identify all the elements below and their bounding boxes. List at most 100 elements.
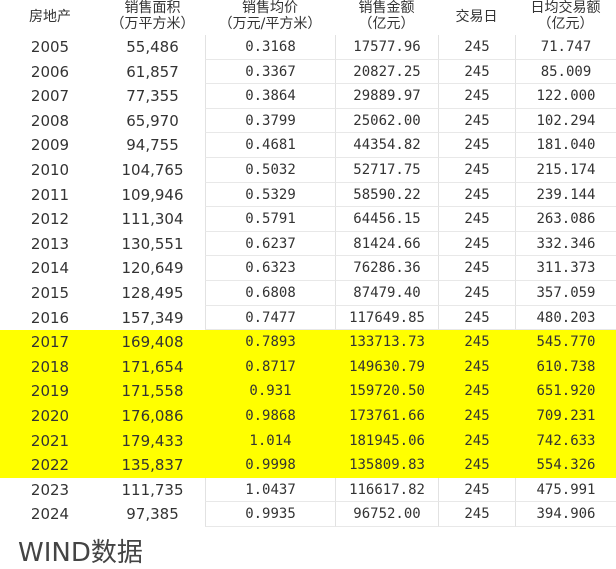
cell-sales-amount: 58590.22 [335, 182, 438, 208]
cell-trading-days: 245 [438, 207, 515, 232]
cell-avg-price: 0.5032 [205, 157, 335, 183]
cell-trading-days: 245 [464, 432, 490, 449]
cell-sales-amount: 149630.79 [349, 358, 425, 375]
cell-sales-area: 111,735 [121, 480, 184, 499]
cell-trading-days: 245 [438, 84, 515, 109]
cell-daily-amount: 85.009 [515, 59, 616, 85]
cell-sales-amount: 76286.36 [335, 256, 438, 281]
table-row: 2024 97,385 0.9935 96752.00 245 394.906 [0, 502, 616, 527]
cell-year: 2007 [30, 87, 70, 106]
cell-avg-price: 0.3367 [205, 59, 335, 85]
cell-avg-price: 1.014 [249, 432, 292, 449]
cell-year: 2010 [30, 160, 70, 179]
header-sales-area: 销售面积 （万平方米） [110, 0, 195, 32]
cell-sales-area: 109,946 [121, 185, 184, 204]
cell-sales-area: 120,649 [121, 259, 184, 278]
table-row: 2023 111,735 1.0437 116617.82 245 475.991 [0, 477, 616, 503]
cell-year: 2019 [30, 382, 70, 401]
cell-sales-area: 169,408 [121, 333, 184, 352]
cell-year: 2016 [30, 308, 70, 327]
cell-trading-days: 245 [464, 334, 490, 351]
cell-avg-price: 0.9998 [245, 457, 296, 474]
source-note: WIND数据 [18, 538, 143, 568]
cell-sales-area: 55,486 [126, 38, 179, 56]
cell-daily-amount: 709.231 [536, 407, 596, 424]
cell-avg-price: 1.0437 [205, 477, 335, 503]
cell-year: 2013 [30, 234, 70, 253]
cell-daily-amount: 239.144 [515, 182, 616, 208]
cell-trading-days: 245 [438, 305, 515, 331]
cell-daily-amount: 651.920 [536, 383, 596, 400]
cell-daily-amount: 742.633 [536, 432, 596, 449]
cell-sales-area: 176,086 [121, 406, 184, 425]
cell-year: 2012 [30, 210, 70, 229]
cell-sales-area: 97,385 [126, 505, 179, 524]
cell-trading-days: 245 [438, 502, 515, 527]
cell-trading-days: 245 [438, 182, 515, 208]
cell-sales-area: 104,765 [121, 160, 184, 179]
cell-daily-amount: 610.738 [536, 358, 596, 375]
table-row: 2009 94,755 0.4681 44354.82 245 181.040 [0, 133, 616, 158]
table-row: 2012 111,304 0.5791 64456.15 245 263.086 [0, 207, 616, 232]
cell-avg-price: 0.5791 [205, 207, 335, 232]
cell-avg-price: 0.3799 [205, 108, 335, 134]
table-row: 2020 176,086 0.9868 173761.66 245 709.231 [0, 403, 616, 429]
cell-daily-amount: 475.991 [515, 477, 616, 503]
header-sales-amount: 销售金额 （亿元） [358, 0, 415, 32]
cell-daily-amount: 554.326 [536, 457, 596, 474]
cell-avg-price: 0.3168 [205, 35, 335, 60]
table-row: 2013 130,551 0.6237 81424.66 245 332.346 [0, 231, 616, 257]
table-row: 2016 157,349 0.7477 117649.85 245 480.203 [0, 305, 616, 331]
cell-sales-area: 111,304 [121, 210, 184, 229]
cell-sales-amount: 17577.96 [335, 35, 438, 60]
cell-trading-days: 245 [438, 280, 515, 306]
cell-sales-area: 157,349 [121, 308, 184, 327]
cell-sales-amount: 135809.83 [349, 457, 425, 474]
cell-year: 2022 [30, 456, 70, 475]
table-row: 2019 171,558 0.931 159720.50 245 651.920 [0, 379, 616, 404]
cell-trading-days: 245 [464, 358, 490, 375]
cell-avg-price: 0.7477 [205, 305, 335, 331]
table-row: 2018 171,654 0.8717 149630.79 245 610.738 [0, 354, 616, 380]
cell-sales-amount: 181945.06 [349, 432, 425, 449]
header-daily-amount: 日均交易额 （亿元） [530, 0, 601, 32]
cell-trading-days: 245 [438, 477, 515, 503]
cell-daily-amount: 263.086 [515, 207, 616, 232]
cell-year: 2024 [30, 505, 70, 524]
table-row: 2010 104,765 0.5032 52717.75 245 215.174 [0, 157, 616, 183]
cell-year: 2008 [30, 111, 70, 130]
cell-avg-price: 0.6808 [205, 280, 335, 306]
table-row: 2007 77,355 0.3864 29889.97 245 122.000 [0, 84, 616, 109]
cell-daily-amount: 357.059 [515, 280, 616, 306]
cell-daily-amount: 122.000 [515, 84, 616, 109]
cell-avg-price: 0.9868 [245, 407, 296, 424]
cell-sales-area: 128,495 [121, 283, 184, 302]
cell-daily-amount: 480.203 [515, 305, 616, 331]
table-row: 2021 179,433 1.014 181945.06 245 742.633 [0, 428, 616, 454]
table-header: 房地产 销售面积 （万平方米） 销售均价 （万元/平方米） 销售金额 （亿元） 交易日 日… [0, 0, 616, 35]
cell-avg-price: 0.3864 [205, 84, 335, 109]
cell-daily-amount: 545.770 [536, 334, 596, 351]
table-row: 2005 55,486 0.3168 17577.96 245 71.747 [0, 35, 616, 60]
cell-sales-area: 65,970 [126, 111, 179, 130]
cell-daily-amount: 181.040 [515, 133, 616, 158]
cell-avg-price: 0.9935 [205, 502, 335, 527]
cell-year: 2023 [30, 480, 70, 499]
cell-trading-days: 245 [464, 383, 490, 400]
data-table: 2005 55,486 0.3168 17577.96 245 71.747 2006 61,… [0, 35, 616, 527]
cell-trading-days: 245 [438, 108, 515, 134]
table-row: 2011 109,946 0.5329 58590.22 245 239.144 [0, 182, 616, 208]
cell-daily-amount: 102.294 [515, 108, 616, 134]
table-row: 2022 135,837 0.9998 135809.83 245 554.326 [0, 453, 616, 478]
cell-year: 2015 [30, 283, 70, 302]
cell-trading-days: 245 [438, 59, 515, 85]
cell-daily-amount: 332.346 [515, 231, 616, 257]
header-avg-price: 销售均价 （万元/平方米） [218, 0, 322, 32]
header-year: 房地产 [29, 9, 71, 25]
cell-trading-days: 245 [438, 157, 515, 183]
table-row: 2006 61,857 0.3367 20827.25 245 85.009 [0, 59, 616, 85]
cell-daily-amount: 394.906 [515, 502, 616, 527]
cell-sales-amount: 133713.73 [349, 334, 425, 351]
cell-sales-amount: 116617.82 [335, 477, 438, 503]
cell-avg-price: 0.6323 [205, 256, 335, 281]
